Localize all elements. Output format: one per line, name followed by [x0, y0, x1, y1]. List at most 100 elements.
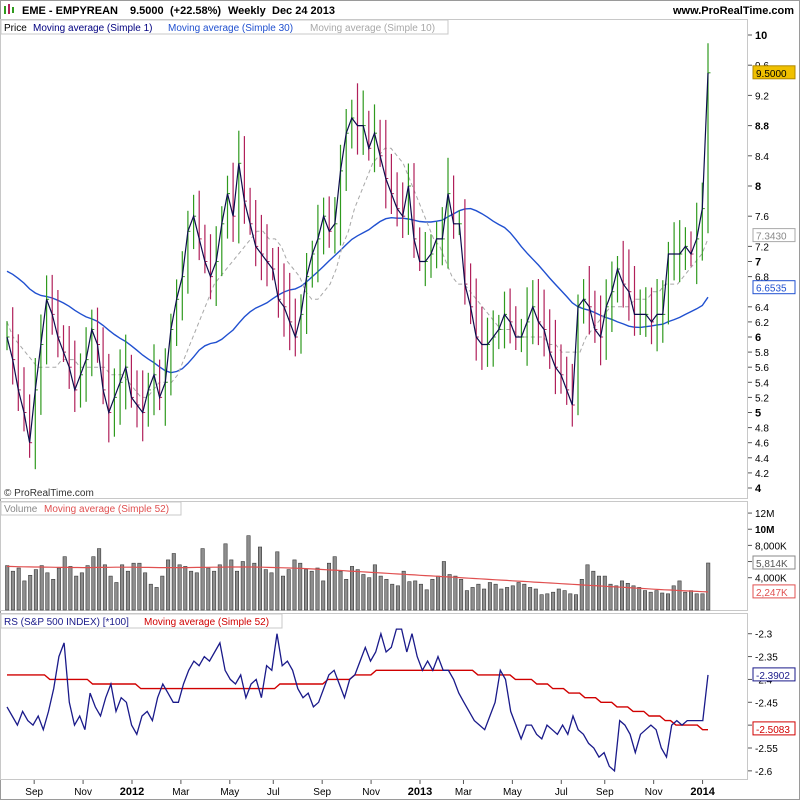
- volume-bar: [372, 564, 377, 611]
- legend-ma1: Moving average (Simple 1): [33, 23, 153, 34]
- rs-tick-label: -2.35: [755, 653, 778, 664]
- volume-bar: [700, 593, 705, 611]
- volume-bar: [625, 582, 630, 611]
- price-tick-label: 8.4: [755, 152, 769, 163]
- volume-tick-label: 10M: [755, 525, 774, 536]
- volume-bar: [499, 588, 504, 611]
- volume-bar: [487, 582, 492, 611]
- volume-bar: [68, 566, 73, 611]
- x-tick-label: May: [503, 787, 522, 798]
- volume-bar: [171, 553, 176, 611]
- volume-bar: [453, 575, 458, 611]
- volume-bar: [654, 590, 659, 611]
- x-tick-label: Mar: [455, 787, 473, 798]
- volume-bar: [413, 580, 418, 611]
- volume-bar: [102, 564, 107, 611]
- volume-bar: [378, 575, 383, 611]
- site-url: www.ProRealTime.com: [672, 5, 794, 17]
- volume-bar: [355, 569, 360, 611]
- price-tick-label: 10: [755, 30, 767, 42]
- volume-legend-box: [0, 501, 182, 516]
- volume-bar: [441, 561, 446, 611]
- x-tick-label: 2013: [408, 786, 432, 798]
- volume-ma-line: [6, 565, 709, 593]
- x-tick-label: Nov: [74, 787, 92, 798]
- volume-bar: [562, 590, 567, 611]
- x-tick-label: Mar: [172, 787, 190, 798]
- rs-legend-box: [0, 613, 283, 629]
- legend-volume-ma: Moving average (Simple 52): [44, 504, 169, 515]
- price-tick-label: 5: [755, 408, 761, 420]
- volume-panel-frame: [0, 501, 748, 611]
- volume-bar: [694, 593, 699, 611]
- volume-bar: [401, 570, 406, 611]
- volume-bar: [418, 583, 423, 611]
- price-tick-label: 5.6: [755, 363, 769, 374]
- volume-bar: [505, 587, 510, 611]
- volume-bar: [246, 535, 251, 611]
- rs-line: [6, 628, 709, 773]
- volume-bar: [56, 567, 61, 611]
- volume-bar: [424, 589, 429, 611]
- volume-bar: [585, 564, 590, 611]
- ma10-value-tag-box: [752, 228, 796, 243]
- x-tick-label: Nov: [362, 787, 380, 798]
- x-tick-label: Sep: [596, 787, 614, 798]
- volume-bar: [384, 578, 389, 611]
- rs-panel-frame: [0, 613, 748, 780]
- volume-bar: [85, 565, 90, 611]
- x-tick-label: Sep: [25, 787, 43, 798]
- ma30-value-tag: 6.6535: [756, 284, 787, 295]
- volume-bar: [10, 570, 15, 611]
- volume-bar: [79, 572, 84, 611]
- header-price: 9.5000: [130, 5, 164, 17]
- price-legend: Price Moving average (Simple 1) Moving a…: [0, 19, 449, 35]
- volume-bar: [677, 580, 682, 611]
- price-tick-label: 4.2: [755, 469, 769, 480]
- price-ma-layer: [6, 147, 709, 398]
- volume-bar: [97, 548, 102, 611]
- volume-bar: [206, 567, 211, 611]
- volume-bar: [303, 569, 308, 611]
- volume-bar: [367, 577, 372, 611]
- price-tick-label: 4.8: [755, 424, 769, 435]
- header: EME - EMPYREAN 9.5000 (+22.58%) Weekly D…: [4, 4, 794, 17]
- value-tags: 9.5000 7.3430 6.6535 5,814K 2,247K -2.3902 -2.…: [752, 65, 796, 736]
- volume-bar: [470, 587, 475, 611]
- price-tick-label: 9.2: [755, 91, 769, 102]
- volume-bar: [349, 566, 354, 611]
- volume-bar: [568, 593, 573, 611]
- volume-bar: [648, 591, 653, 611]
- volume-bar: [229, 559, 234, 611]
- rs-legend: RS (S&P 500 INDEX) [*100] Moving average…: [0, 613, 283, 629]
- volume-bar: [464, 590, 469, 611]
- axes: 109.69.28.88.487.67.276.86.46.265.85.65.…: [25, 30, 787, 798]
- volume-bar: [482, 588, 487, 611]
- price-line-layer: [6, 72, 709, 443]
- volume-bar: [22, 580, 27, 611]
- volume-bar: [200, 548, 205, 611]
- volume-bar: [602, 575, 607, 611]
- volume-bar: [217, 564, 222, 611]
- price-tick-label: 7.6: [755, 212, 769, 223]
- ma10-value-tag: 7.3430: [756, 232, 787, 243]
- volume-bar: [596, 575, 601, 611]
- volume-bar: [74, 575, 79, 611]
- volume-bar: [315, 567, 320, 611]
- price-tick-label: 8.8: [755, 122, 769, 133]
- volume-bar: [120, 564, 125, 611]
- volume-ma-layer: [6, 565, 709, 593]
- volume-bar: [551, 591, 556, 611]
- volume-bar: [263, 569, 268, 611]
- header-period: Weekly: [228, 5, 267, 17]
- rs-ma-line: [7, 669, 708, 731]
- x-tick-label: Nov: [645, 787, 663, 798]
- volume-bar: [608, 583, 613, 611]
- volume-bar: [688, 590, 693, 611]
- volume-bar: [447, 574, 452, 611]
- copyright-text: © ProRealTime.com: [4, 488, 94, 499]
- last-volume-tag-box: [752, 555, 796, 570]
- price-tick-label: 4.4: [755, 454, 769, 465]
- volume-bar: [683, 591, 688, 611]
- volume-legend: Volume Moving average (Simple 52): [0, 501, 182, 516]
